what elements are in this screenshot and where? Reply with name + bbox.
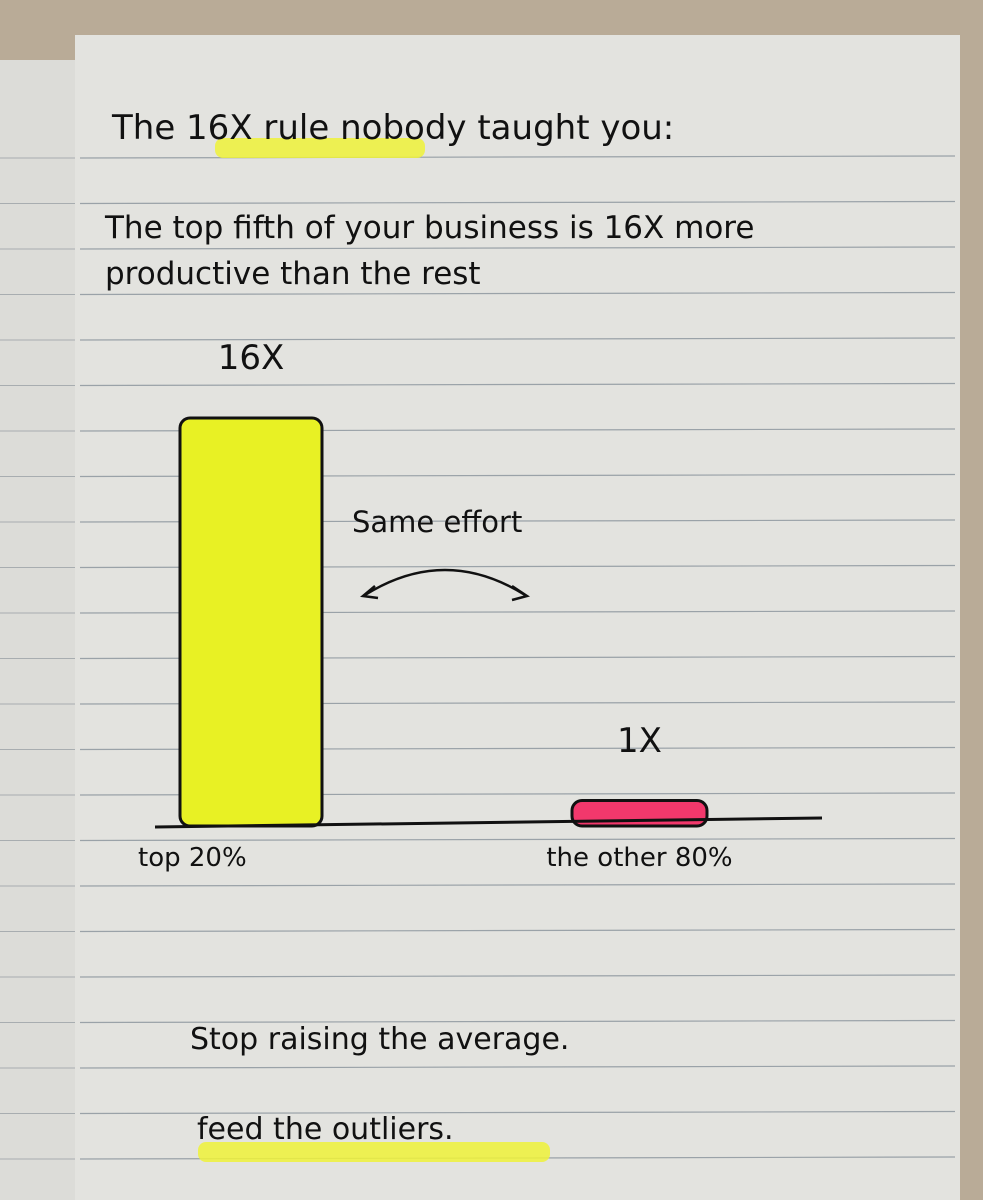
arrow-heads [360,584,530,602]
value-label: 16X [217,338,285,378]
bar [178,416,324,828]
rule-line [79,337,956,341]
footer-highlight [198,1142,550,1162]
baseline [154,816,823,829]
value-label: 1X [617,720,662,761]
annotation: Same effort [352,505,523,539]
rule-line [79,883,956,887]
rule-line [79,837,956,842]
rule-line [79,1065,956,1069]
annotation: feed the outliers. [197,1112,454,1147]
rule-line [79,1019,956,1024]
annotation: Stop raising the average. [190,1022,570,1057]
rule-line [79,928,956,933]
rule-line [79,246,956,250]
rule-line [79,974,956,978]
effort-arrow [364,568,526,597]
title-highlight [215,138,425,158]
left-page [0,60,78,1200]
rule-line [79,291,956,296]
chart-subtitle: The top fifth of your business is 16X mo… [105,210,755,292]
rule-line [79,1110,956,1115]
rule-line [79,382,956,387]
x-tick-label: the other 80% [546,843,733,873]
chart-title: The 16X rule nobody taught you: [112,108,675,148]
x-tick-label: top 20% [138,843,247,873]
rule-line [79,200,956,205]
